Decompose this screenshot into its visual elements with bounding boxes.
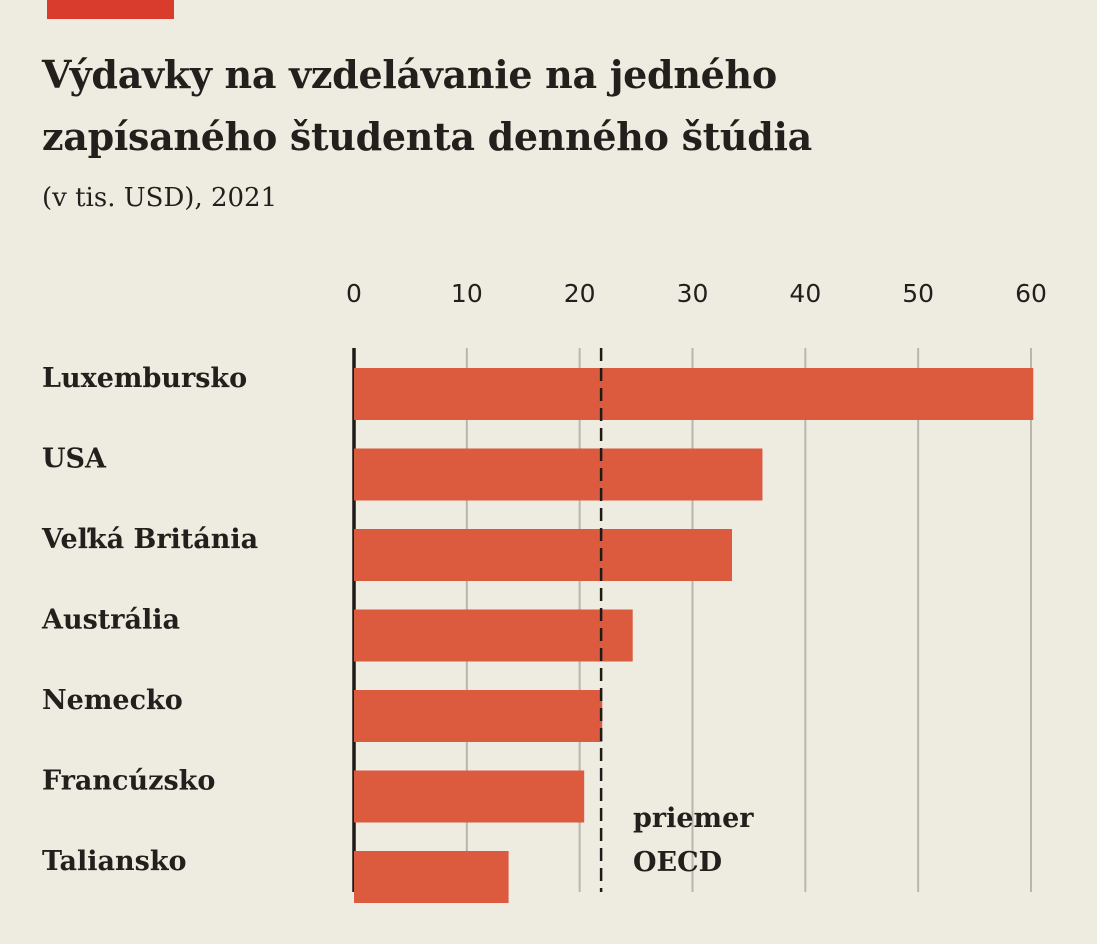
title-line-2: zapísaného študenta denného štúdia — [42, 114, 812, 159]
bar — [354, 529, 732, 581]
bar — [354, 690, 603, 742]
bars — [354, 368, 1034, 903]
tick-label: 40 — [789, 279, 821, 308]
tick-label: 20 — [564, 279, 596, 308]
bar — [354, 770, 585, 823]
category-labels: Luxembursko USA Veľká Británia Austrália Nem… — [41, 363, 258, 877]
category-label: Veľká Británia — [41, 524, 258, 555]
category-label: Nemecko — [42, 685, 183, 716]
bar — [354, 851, 509, 903]
category-label: Taliansko — [42, 846, 187, 877]
category-label: USA — [42, 444, 107, 475]
bar — [354, 448, 763, 501]
chart-title: Výdavky na vzdelávanie na jedného zapísa… — [42, 44, 942, 168]
oecd-label-line-1: priemer — [633, 803, 754, 834]
tick-labels: 0 10 20 30 40 50 60 — [346, 279, 1047, 308]
title-line-1: Výdavky na vzdelávanie na jedného — [42, 52, 777, 97]
oecd-average: priemer OECD — [599, 348, 754, 892]
bar — [354, 609, 633, 662]
oecd-label-line-2: OECD — [633, 847, 722, 878]
tick-label: 30 — [677, 279, 709, 308]
chart-subtitle: (v tis. USD), 2021 — [42, 183, 278, 213]
category-label: Luxembursko — [42, 363, 247, 394]
tick-label: 10 — [451, 279, 483, 308]
accent-bar — [47, 0, 174, 19]
category-label: Austrália — [41, 605, 180, 636]
tick-label: 60 — [1015, 279, 1047, 308]
bar — [354, 368, 1034, 420]
tick-label: 50 — [902, 279, 934, 308]
tick-label: 0 — [346, 279, 362, 308]
category-label: Francúzsko — [42, 766, 215, 797]
